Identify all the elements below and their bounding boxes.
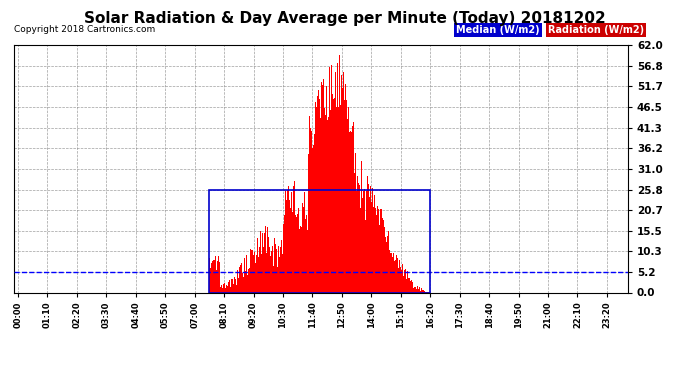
Text: Median (W/m2): Median (W/m2) <box>456 25 540 35</box>
Text: Radiation (W/m2): Radiation (W/m2) <box>548 25 644 35</box>
Text: Solar Radiation & Day Average per Minute (Today) 20181202: Solar Radiation & Day Average per Minute… <box>84 11 606 26</box>
Text: Copyright 2018 Cartronics.com: Copyright 2018 Cartronics.com <box>14 25 155 34</box>
Bar <box>209 189 430 292</box>
